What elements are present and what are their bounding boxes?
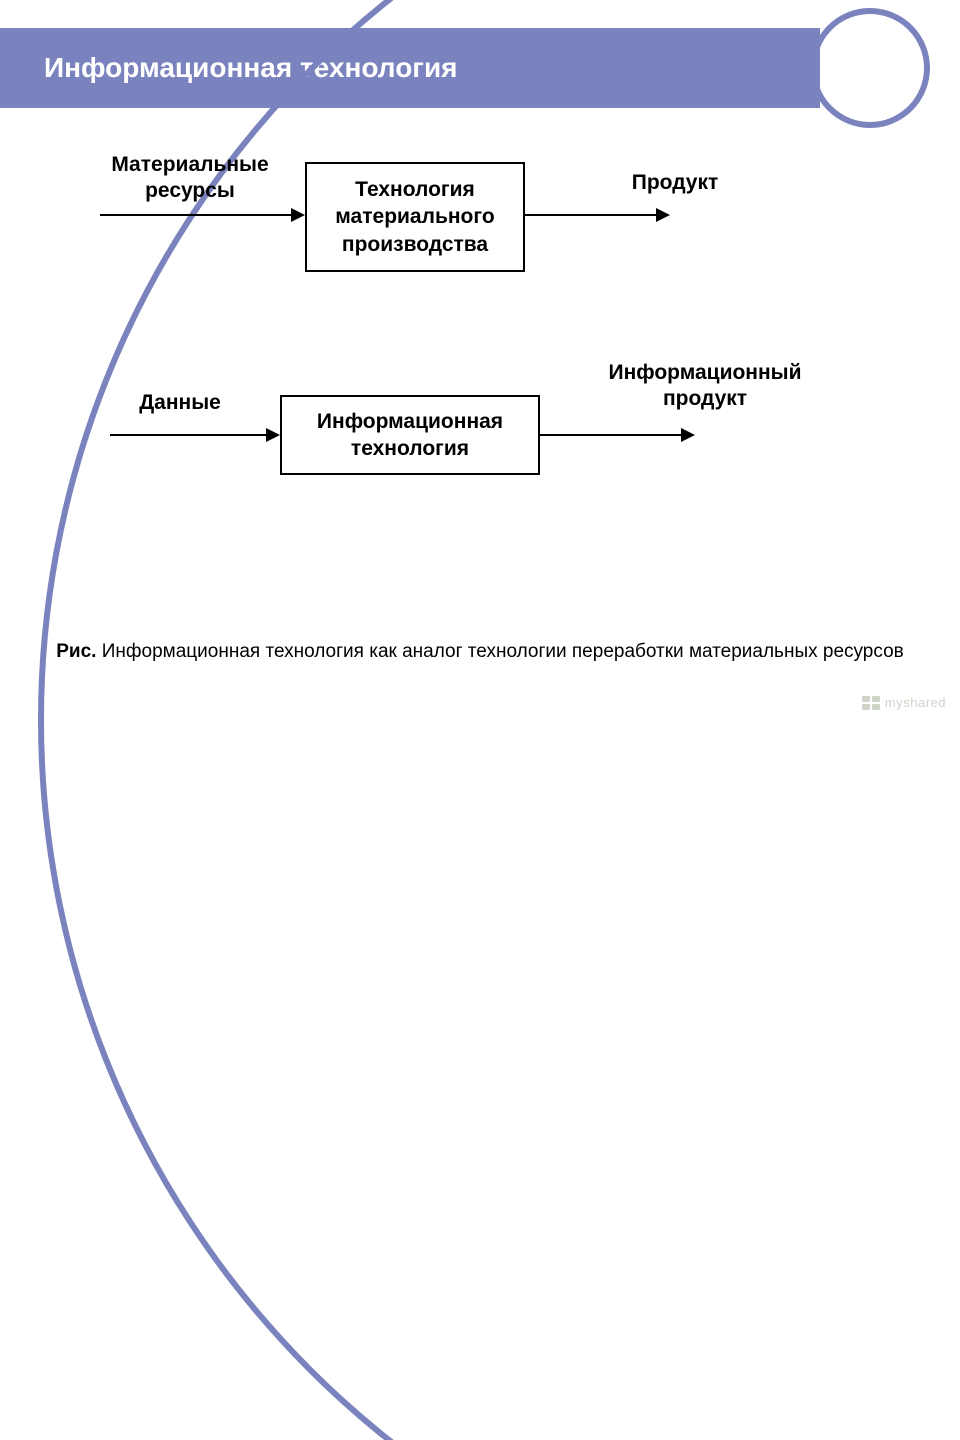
watermark-icon bbox=[862, 696, 880, 710]
watermark-text: myshared bbox=[885, 695, 946, 710]
slide-title: Информационная технология bbox=[44, 52, 458, 84]
material-output-label: Продукт bbox=[605, 170, 745, 196]
information-arrow-out bbox=[540, 425, 695, 445]
figure-caption: Рис. Информационная технология как анало… bbox=[0, 639, 960, 665]
diagram: Материальныересурсы Технологияматериальн… bbox=[60, 130, 900, 590]
caption-text: Информационная технология как аналог тех… bbox=[102, 641, 904, 662]
frame-arc-small bbox=[810, 8, 930, 128]
material-arrow-out bbox=[525, 205, 670, 225]
slide-header: Информационная технология bbox=[0, 28, 820, 108]
watermark: myshared bbox=[862, 695, 946, 710]
information-arrow-in bbox=[110, 425, 280, 445]
information-input-label: Данные bbox=[120, 390, 240, 416]
material-arrow-in bbox=[100, 205, 305, 225]
information-output-label: Информационныйпродукт bbox=[580, 360, 830, 413]
caption-prefix: Рис. bbox=[56, 641, 96, 662]
material-process-box: Технологияматериальногопроизводства bbox=[305, 162, 525, 272]
information-process-box: Информационнаятехнология bbox=[280, 395, 540, 475]
material-input-label: Материальныересурсы bbox=[100, 152, 280, 205]
